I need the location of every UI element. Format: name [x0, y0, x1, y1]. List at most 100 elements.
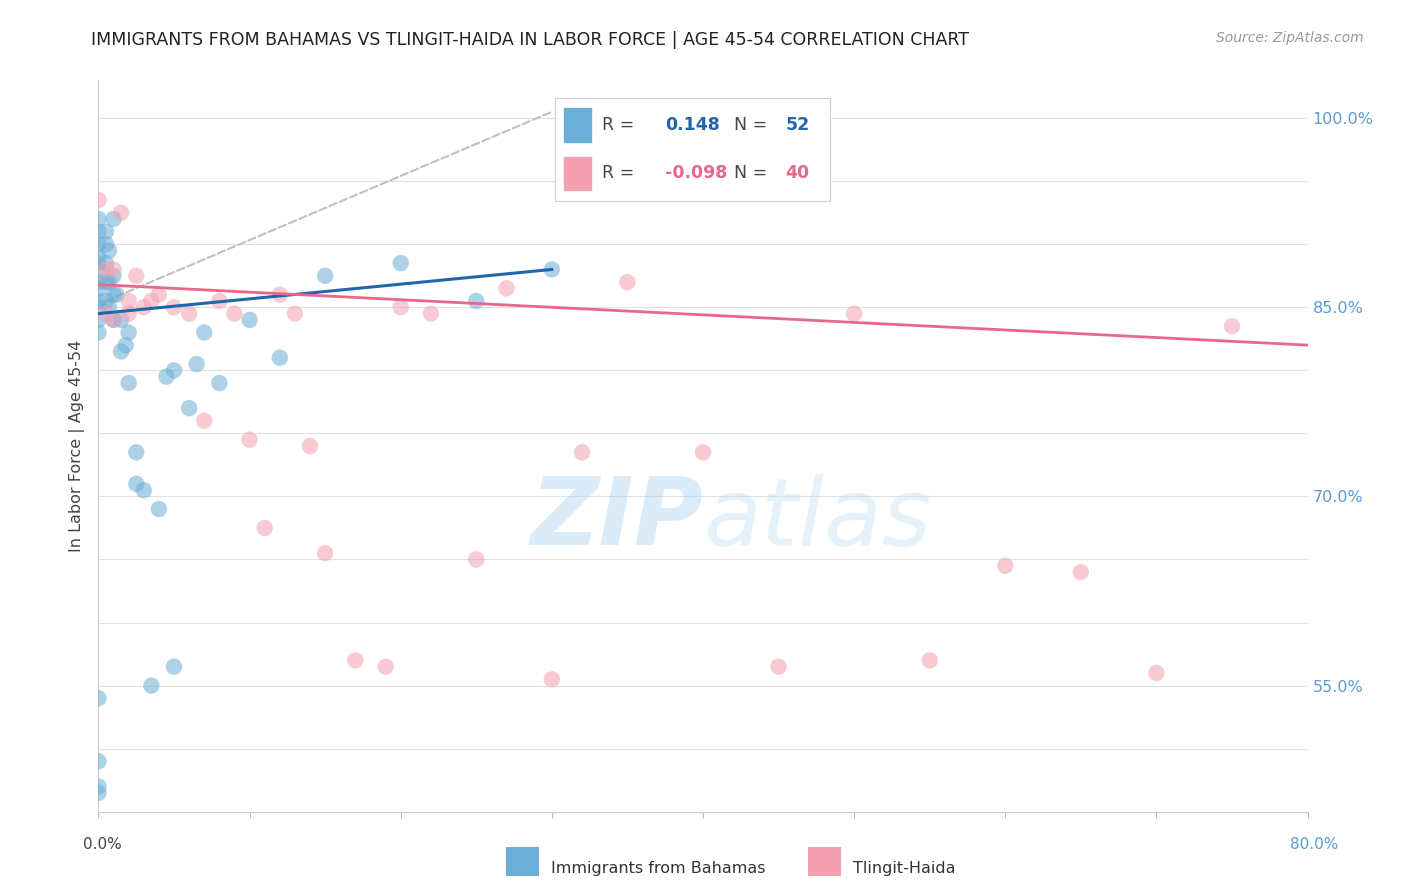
Point: [87, 691, 110, 706]
Point: [103, 268, 125, 283]
Point: [110, 313, 132, 327]
Point: [94, 237, 117, 252]
Point: [103, 313, 125, 327]
Point: [110, 344, 132, 359]
Y-axis label: In Labor Force | Age 45-54: In Labor Force | Age 45-54: [69, 340, 86, 552]
Point: [114, 338, 136, 352]
Bar: [564, 108, 591, 142]
Text: 52: 52: [786, 116, 810, 135]
Point: [269, 351, 291, 365]
Text: Immigrants from Bahamas: Immigrants from Bahamas: [551, 862, 766, 876]
Point: [98, 300, 121, 314]
Point: [465, 552, 488, 566]
Point: [389, 256, 412, 270]
Text: R =: R =: [602, 164, 634, 182]
Point: [163, 300, 186, 314]
Point: [1146, 665, 1168, 680]
Point: [465, 293, 488, 308]
Point: [118, 293, 141, 308]
Text: Tlingit-Haida: Tlingit-Haida: [853, 862, 956, 876]
Text: 0.148: 0.148: [665, 116, 720, 135]
Point: [87, 256, 110, 270]
Point: [87, 786, 110, 800]
Point: [87, 225, 110, 239]
Point: [110, 205, 132, 219]
Text: -0.098: -0.098: [665, 164, 727, 182]
Point: [1070, 565, 1092, 579]
Point: [284, 307, 307, 321]
Point: [125, 445, 148, 459]
Point: [299, 439, 322, 453]
Point: [155, 369, 177, 384]
Point: [94, 293, 117, 308]
Point: [125, 476, 148, 491]
Point: [616, 275, 638, 289]
Point: [87, 250, 110, 264]
Text: ZIP: ZIP: [530, 473, 703, 566]
Text: N =: N =: [734, 116, 766, 135]
Point: [193, 414, 215, 428]
Point: [103, 262, 125, 277]
Point: [844, 307, 866, 321]
Point: [87, 293, 110, 308]
Point: [118, 307, 141, 321]
Point: [87, 300, 110, 314]
Point: [768, 659, 790, 673]
Point: [87, 326, 110, 340]
Point: [571, 445, 593, 459]
Point: [148, 502, 170, 516]
Point: [239, 433, 262, 447]
Point: [87, 237, 110, 252]
Point: [132, 300, 155, 314]
Point: [224, 307, 246, 321]
Text: 80.0%: 80.0%: [1291, 837, 1339, 852]
Point: [495, 281, 517, 295]
Point: [148, 287, 170, 301]
Text: atlas: atlas: [703, 474, 931, 565]
Point: [193, 326, 215, 340]
Point: [94, 256, 117, 270]
Point: [179, 307, 201, 321]
Point: [141, 293, 163, 308]
Point: [87, 281, 110, 295]
Point: [118, 326, 141, 340]
Point: [98, 244, 121, 258]
Point: [186, 357, 208, 371]
Point: [239, 313, 262, 327]
Point: [374, 659, 396, 673]
Text: IMMIGRANTS FROM BAHAMAS VS TLINGIT-HAIDA IN LABOR FORCE | AGE 45-54 CORRELATION : IMMIGRANTS FROM BAHAMAS VS TLINGIT-HAIDA…: [91, 31, 969, 49]
Point: [208, 376, 231, 390]
Point: [163, 659, 186, 673]
Point: [420, 307, 443, 321]
Point: [994, 558, 1017, 573]
Point: [87, 754, 110, 768]
Point: [87, 212, 110, 227]
Text: 40: 40: [786, 164, 810, 182]
Point: [105, 287, 128, 301]
Text: N =: N =: [734, 164, 766, 182]
Point: [314, 546, 336, 560]
Point: [541, 262, 564, 277]
Point: [344, 653, 367, 667]
Point: [269, 287, 291, 301]
Point: [314, 268, 336, 283]
Point: [118, 376, 141, 390]
Text: R =: R =: [602, 116, 634, 135]
Point: [103, 313, 125, 327]
Point: [692, 445, 714, 459]
Point: [541, 673, 564, 687]
Point: [87, 193, 110, 207]
Point: [132, 483, 155, 497]
Point: [389, 300, 412, 314]
Point: [253, 521, 276, 535]
Point: [94, 262, 117, 277]
Point: [94, 275, 117, 289]
Text: Source: ZipAtlas.com: Source: ZipAtlas.com: [1216, 31, 1364, 45]
Point: [87, 313, 110, 327]
Point: [125, 268, 148, 283]
Point: [141, 679, 163, 693]
Point: [87, 780, 110, 794]
Point: [103, 212, 125, 227]
Bar: [564, 157, 591, 190]
Point: [163, 363, 186, 377]
